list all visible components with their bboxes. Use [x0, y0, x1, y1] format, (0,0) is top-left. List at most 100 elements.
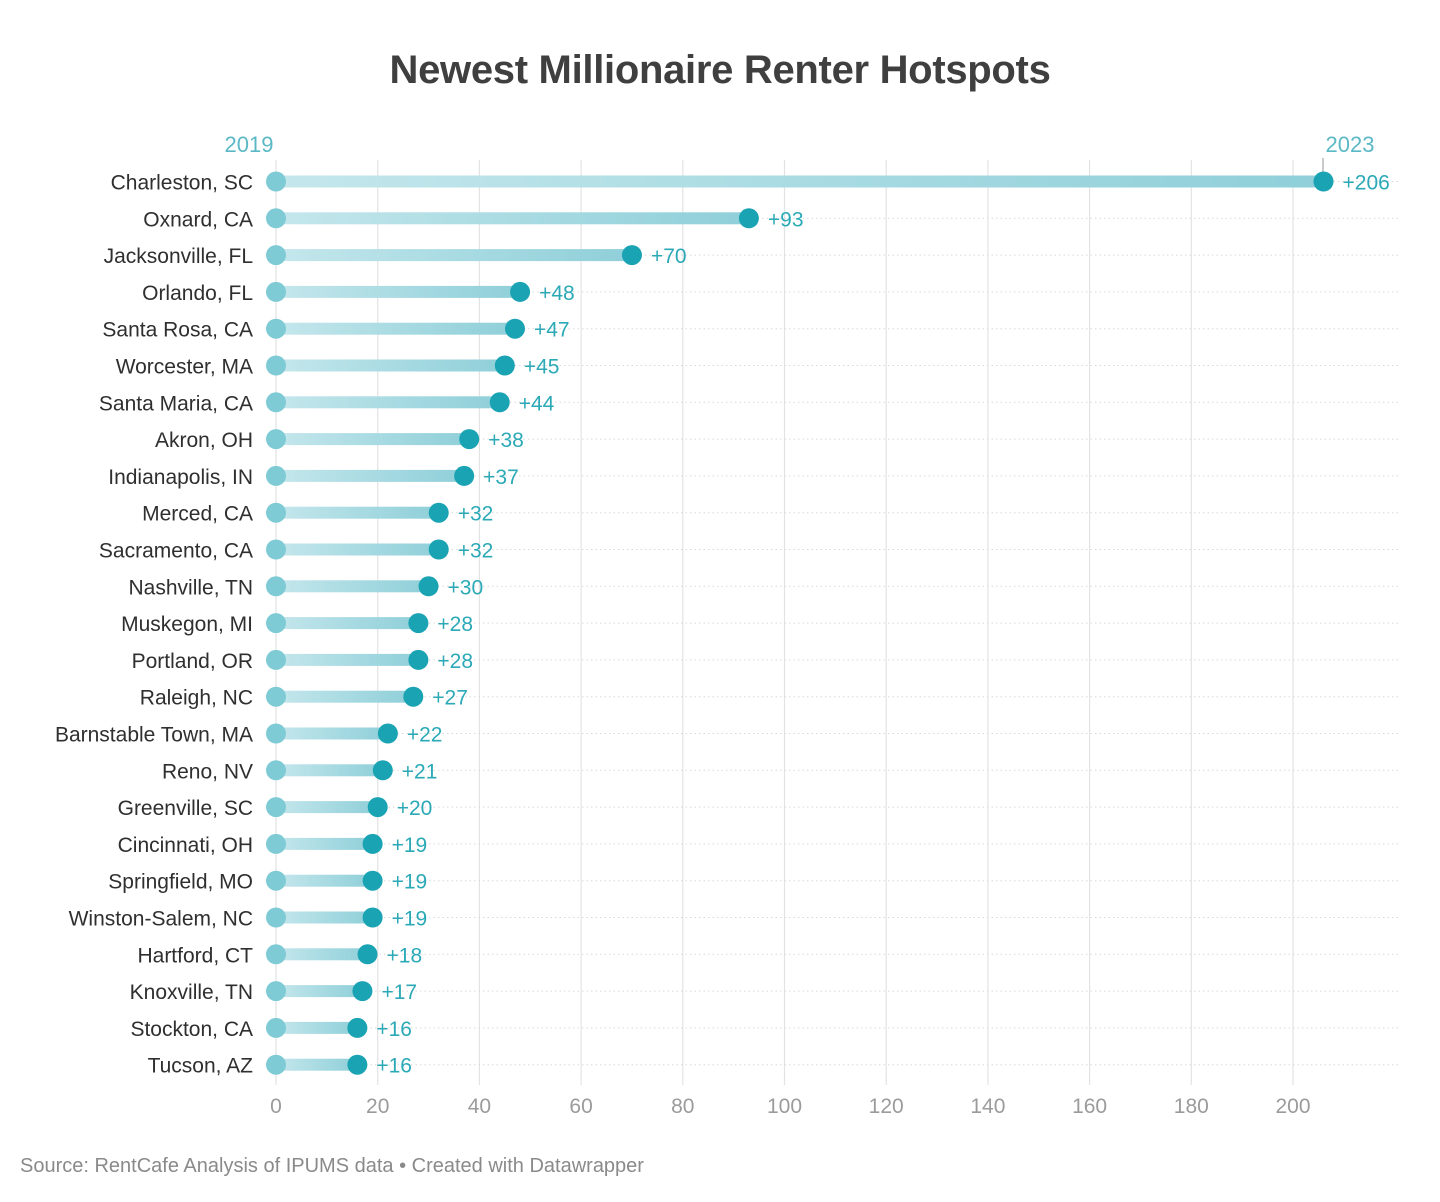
category-label: Barnstable Town, MA — [55, 724, 253, 747]
x-tick-label: 140 — [970, 1095, 1005, 1118]
end-dot — [347, 1017, 368, 1038]
value-label: +93 — [768, 208, 804, 231]
start-dot — [266, 686, 286, 707]
start-dot — [266, 465, 286, 486]
end-dot — [362, 907, 383, 928]
start-dot — [266, 870, 286, 891]
value-label: +19 — [392, 871, 428, 894]
x-tick-label: 120 — [869, 1095, 904, 1118]
range-bar — [276, 911, 373, 924]
range-bar — [276, 285, 521, 298]
value-label: +22 — [407, 724, 443, 747]
value-label: +18 — [387, 944, 423, 967]
start-dot — [266, 907, 286, 928]
category-label: Oxnard, CA — [143, 208, 253, 231]
category-label: Akron, OH — [155, 429, 253, 452]
category-label: Winston-Salem, NC — [69, 908, 253, 931]
category-label: Worcester, MA — [116, 356, 253, 379]
category-label: Knoxville, TN — [130, 981, 253, 1004]
start-dot — [266, 245, 286, 266]
end-dot — [408, 649, 429, 670]
start-dot — [266, 539, 286, 560]
end-dot — [352, 981, 373, 1002]
end-dot — [408, 613, 429, 634]
value-label: +48 — [539, 282, 575, 305]
start-dot — [266, 760, 286, 781]
range-bar — [276, 396, 500, 409]
category-label: Hartford, CT — [137, 944, 253, 967]
range-bar — [276, 801, 378, 814]
value-label: +16 — [376, 1018, 412, 1041]
value-label: +32 — [458, 503, 494, 526]
value-label: +17 — [381, 981, 417, 1004]
source-note: Source: RentCafe Analysis of IPUMS data … — [20, 1155, 644, 1177]
category-label: Tucson, AZ — [148, 1055, 254, 1078]
category-label: Jacksonville, FL — [104, 245, 253, 268]
range-bar — [276, 727, 388, 740]
end-dot — [403, 686, 424, 707]
x-tick-label: 180 — [1174, 1095, 1209, 1118]
x-tick-label: 40 — [468, 1095, 491, 1118]
start-dot — [266, 1054, 286, 1075]
end-dot — [362, 870, 383, 891]
x-tick-label: 80 — [671, 1095, 694, 1118]
value-label: +21 — [402, 760, 438, 783]
start-dot — [266, 649, 286, 670]
category-label: Reno, NV — [162, 760, 253, 783]
start-dot — [266, 833, 286, 854]
category-label: Springfield, MO — [108, 871, 253, 894]
chart-title: Newest Millionaire Renter Hotspots — [389, 48, 1051, 92]
value-label: +28 — [437, 650, 473, 673]
x-tick-label: 20 — [366, 1095, 389, 1118]
value-label: +16 — [376, 1055, 412, 1078]
category-label: Merced, CA — [142, 503, 253, 526]
category-label: Santa Maria, CA — [99, 392, 253, 415]
value-label: +28 — [437, 613, 473, 636]
end-dot — [489, 392, 510, 413]
start-dot — [266, 171, 286, 192]
value-label: +27 — [432, 687, 468, 710]
start-dot — [266, 576, 286, 597]
range-bar — [276, 175, 1324, 188]
range-bar — [276, 506, 439, 519]
category-label: Greenville, SC — [118, 797, 253, 820]
end-dot — [504, 318, 525, 339]
value-label: +44 — [519, 392, 555, 415]
x-tick-label: 0 — [270, 1095, 282, 1118]
range-bar — [276, 764, 383, 777]
end-dot — [1313, 171, 1334, 192]
value-label: +47 — [534, 319, 570, 342]
range-bar — [276, 948, 368, 961]
range-bar — [276, 580, 429, 593]
range-bar — [276, 1021, 358, 1034]
category-label: Stockton, CA — [130, 1018, 253, 1041]
end-dot — [372, 760, 393, 781]
start-dot — [266, 281, 286, 302]
category-label: Cincinnati, OH — [118, 834, 253, 857]
end-dot — [418, 576, 439, 597]
end-year-label: 2023 — [1326, 132, 1375, 157]
range-bar — [276, 874, 373, 887]
start-dot — [266, 392, 286, 413]
range-bar — [276, 249, 632, 262]
start-dot — [266, 944, 286, 965]
range-bar — [276, 433, 470, 446]
value-label: +20 — [397, 797, 433, 820]
range-bar — [276, 212, 749, 225]
range-bar — [276, 543, 439, 556]
category-label: Raleigh, NC — [140, 687, 253, 710]
value-label: +70 — [651, 245, 687, 268]
start-dot — [266, 613, 286, 634]
range-bar — [276, 653, 419, 666]
category-label: Charleston, SC — [111, 172, 253, 195]
range-bar — [276, 1058, 358, 1071]
category-label: Orlando, FL — [142, 282, 253, 305]
end-dot — [621, 245, 642, 266]
end-dot — [738, 208, 759, 229]
category-label: Indianapolis, IN — [108, 466, 253, 489]
start-year-label: 2019 — [225, 132, 274, 157]
category-label: Nashville, TN — [129, 576, 253, 599]
start-dot — [266, 723, 286, 744]
start-dot — [266, 981, 286, 1002]
